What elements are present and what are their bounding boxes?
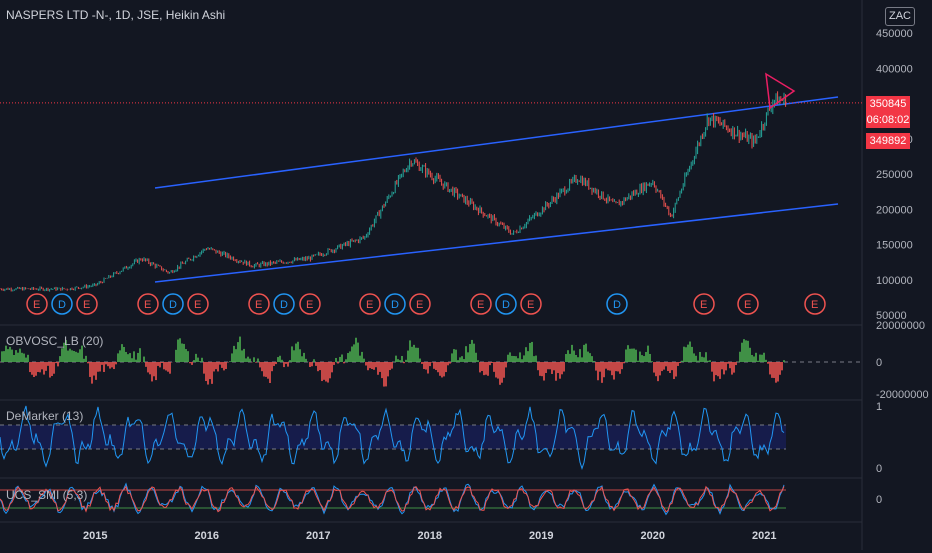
- obv-axis-label: -20000000: [876, 389, 929, 401]
- event-marker: [187, 293, 209, 315]
- last-price-badge: 350845: [866, 96, 910, 112]
- event-marker: [162, 293, 184, 315]
- event-marker-label: D: [169, 299, 177, 311]
- demarker-line: [0, 405, 785, 470]
- event-marker: [384, 293, 406, 315]
- price-axis-label: 250000: [876, 169, 913, 181]
- event-marker: [359, 293, 381, 315]
- event-marker-label: E: [744, 299, 751, 311]
- demarker-axis-label: 0: [876, 463, 882, 475]
- event-marker-label: E: [306, 299, 313, 311]
- event-marker-label: E: [477, 299, 484, 311]
- event-marker-label: E: [700, 299, 707, 311]
- demarker-band: [0, 425, 786, 449]
- price-axis-label: 50000: [876, 310, 907, 322]
- smi-line: [0, 485, 785, 513]
- event-marker-label: E: [416, 299, 423, 311]
- event-marker: [299, 293, 321, 315]
- event-marker: [273, 293, 295, 315]
- event-marker-label: E: [366, 299, 373, 311]
- event-marker-label: D: [502, 299, 510, 311]
- obv-axis-label: 20000000: [876, 320, 925, 332]
- triangle-drawing: [765, 72, 796, 110]
- countdown-badge: 06:08:02: [866, 112, 910, 128]
- demarker-axis-label: 1: [876, 401, 882, 413]
- time-axis-label: 2018: [418, 530, 442, 542]
- price-axis-label: 100000: [876, 275, 913, 287]
- event-marker: [76, 293, 98, 315]
- event-marker-label: E: [33, 299, 40, 311]
- time-axis-label: 2015: [83, 530, 107, 542]
- event-marker-label: E: [811, 299, 818, 311]
- event-marker: [26, 293, 48, 315]
- channel-lower-line: [154, 203, 839, 283]
- time-axis-label: 2020: [641, 530, 665, 542]
- event-marker-label: D: [391, 299, 399, 311]
- prev-price-badge: 349892: [866, 133, 910, 149]
- demarker-indicator-label[interactable]: DeMarker (13): [6, 409, 84, 423]
- smi-axis-label: 0: [876, 494, 882, 506]
- price-axis-label: 150000: [876, 240, 913, 252]
- event-marker: [137, 293, 159, 315]
- currency-button[interactable]: ZAC: [885, 7, 915, 26]
- event-marker: [495, 293, 517, 315]
- event-marker: [606, 293, 628, 315]
- smi-indicator-label[interactable]: UCS_SMI (5,3): [6, 488, 88, 502]
- event-marker-label: D: [58, 299, 66, 311]
- channel-upper-line: [154, 96, 839, 189]
- event-marker-label: E: [194, 299, 201, 311]
- event-marker-label: E: [83, 299, 90, 311]
- obv-axis-label: 0: [876, 357, 882, 369]
- event-marker-label: E: [144, 299, 151, 311]
- time-axis-label: 2021: [752, 530, 776, 542]
- price-axis-label: 450000: [876, 28, 913, 40]
- event-marker: [693, 293, 715, 315]
- event-marker-label: E: [527, 299, 534, 311]
- event-marker: [470, 293, 492, 315]
- chart-title: NASPERS LTD -N-, 1D, JSE, Heikin Ashi: [6, 8, 226, 22]
- time-axis-label: 2019: [529, 530, 553, 542]
- event-marker: [520, 293, 542, 315]
- event-marker-label: D: [280, 299, 288, 311]
- event-marker: [804, 293, 826, 315]
- time-axis-label: 2016: [195, 530, 219, 542]
- time-axis-label: 2017: [306, 530, 330, 542]
- price-axis-label: 200000: [876, 204, 913, 216]
- event-marker: [248, 293, 270, 315]
- smi-signal-line: [0, 482, 785, 516]
- event-marker-label: E: [255, 299, 262, 311]
- price-axis-label: 400000: [876, 63, 913, 75]
- event-marker: [51, 293, 73, 315]
- obv-indicator-label[interactable]: OBVOSC_LB (20): [6, 334, 104, 348]
- event-marker: [737, 293, 759, 315]
- event-marker: [409, 293, 431, 315]
- event-marker-label: D: [613, 299, 621, 311]
